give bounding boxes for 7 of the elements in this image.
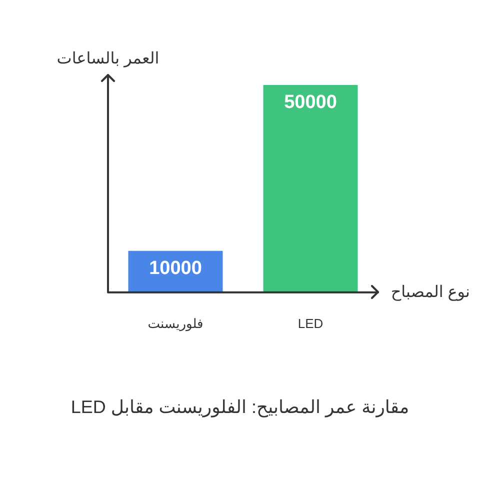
x-tick-label: فلوريسنت [148, 316, 204, 332]
x-axis-title: نوع المصباح [390, 284, 470, 301]
data-label: 50000 [284, 92, 337, 114]
x-tick-label: LED [298, 316, 324, 331]
y-axis-title: العمر بالساعات [56, 50, 160, 68]
text: مقارنة عمر المصابيح: الفلوريسنت مقابل LED [70, 396, 410, 418]
data-label: 10000 [149, 258, 202, 280]
